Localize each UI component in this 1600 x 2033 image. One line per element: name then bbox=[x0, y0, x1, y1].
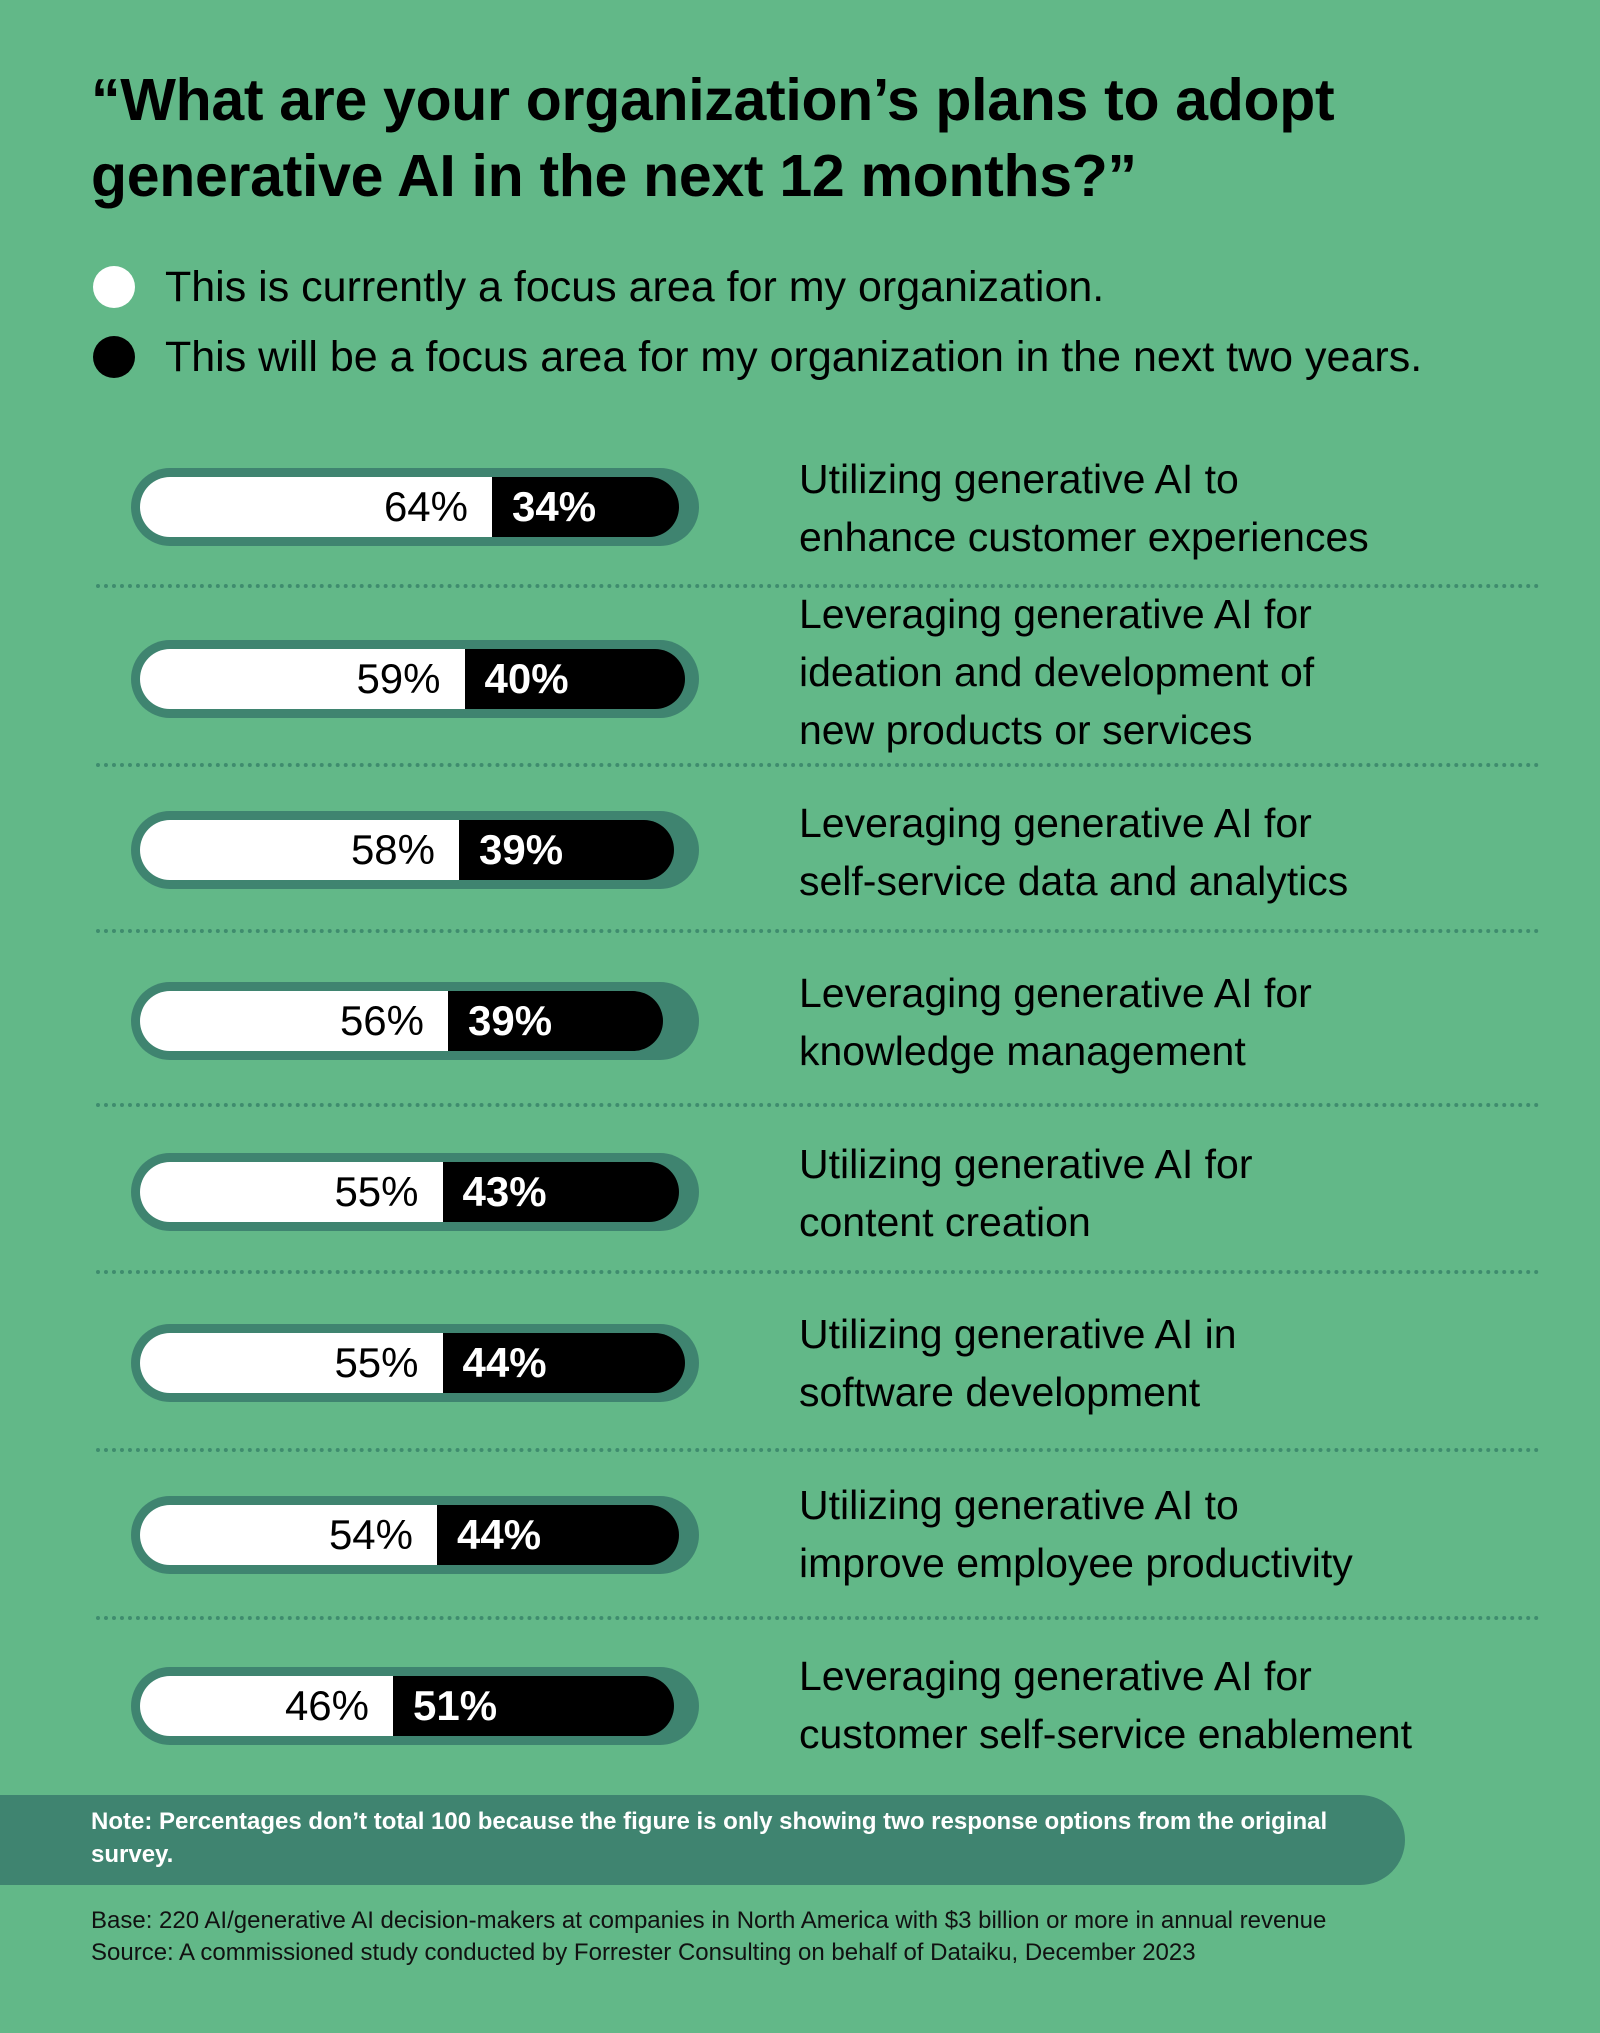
category-label: Leveraging generative AI for ideation an… bbox=[799, 591, 1315, 753]
bar-current: 46% bbox=[140, 1676, 393, 1736]
value-label-next-two-years: 44% bbox=[462, 1339, 547, 1386]
value-label-next-two-years: 40% bbox=[484, 655, 569, 702]
bar-current: 58% bbox=[140, 820, 459, 880]
bar-current: 55% bbox=[140, 1162, 443, 1222]
value-label-next-two-years: 43% bbox=[462, 1168, 547, 1215]
footer: Base: 220 AI/generative AI decision-make… bbox=[91, 1905, 1551, 1969]
base-text: Base: 220 AI/generative AI decision-make… bbox=[91, 1907, 1327, 1934]
category-label: Leveraging generative AI for knowledge m… bbox=[799, 970, 1312, 1074]
bar-next-two-years: 44% bbox=[437, 1505, 679, 1565]
value-label-current: 64% bbox=[383, 483, 468, 530]
row-divider bbox=[96, 929, 1540, 933]
value-label-next-two-years: 44% bbox=[457, 1511, 542, 1558]
bar-current: 54% bbox=[140, 1505, 437, 1565]
category-label: Utilizing generative AI in software deve… bbox=[799, 1311, 1237, 1415]
bar-track: 54% 44% bbox=[131, 1496, 699, 1574]
legend-swatch-white bbox=[93, 266, 135, 308]
value-label-next-two-years: 39% bbox=[468, 997, 553, 1044]
category-label: Leveraging generative AI for self-servic… bbox=[799, 800, 1349, 904]
bar-current: 59% bbox=[140, 649, 465, 709]
category-label: Utilizing generative AI to improve emplo… bbox=[799, 1482, 1353, 1586]
row-divider bbox=[96, 1616, 1540, 1620]
bar-next-two-years: 40% bbox=[464, 649, 685, 709]
bar-next-two-years: 43% bbox=[442, 1162, 679, 1222]
bar-track: 64% 34% bbox=[131, 468, 699, 546]
bar-track: 56% 39% bbox=[131, 982, 699, 1060]
value-label-current: 58% bbox=[350, 826, 435, 873]
bar-next-two-years: 44% bbox=[442, 1333, 685, 1393]
note-text: Note: Percentages don’t total 100 becaus… bbox=[91, 1808, 1328, 1868]
category-label: Leveraging generative AI for customer se… bbox=[799, 1653, 1412, 1757]
legend-label-current: This is currently a focus area for my or… bbox=[165, 262, 1105, 311]
value-label-current: 55% bbox=[334, 1168, 419, 1215]
category-label: Utilizing generative AI to enhance custo… bbox=[799, 456, 1369, 560]
legend-label-next-two-years: This will be a focus area for my organiz… bbox=[165, 332, 1423, 381]
value-label-current: 46% bbox=[284, 1682, 369, 1729]
source-text: Source: A commissioned study conducted b… bbox=[91, 1939, 1196, 1966]
bar-track: 59% 40% bbox=[131, 640, 699, 718]
row-divider bbox=[96, 584, 1540, 588]
value-label-current: 56% bbox=[339, 997, 424, 1044]
value-label-next-two-years: 39% bbox=[479, 826, 564, 873]
row-divider bbox=[96, 763, 1540, 767]
value-label-next-two-years: 51% bbox=[413, 1682, 498, 1729]
bar-track: 58% 39% bbox=[131, 811, 699, 889]
value-label-current: 59% bbox=[356, 655, 441, 702]
value-label-current: 54% bbox=[328, 1511, 413, 1558]
row-divider bbox=[96, 1448, 1540, 1452]
row-divider bbox=[96, 1103, 1540, 1107]
legend-item-next-two-years: This will be a focus area for my organiz… bbox=[93, 332, 1422, 382]
legend-swatch-black bbox=[93, 336, 135, 378]
bar-current: 64% bbox=[140, 477, 492, 537]
category-label: Utilizing generative AI for content crea… bbox=[799, 1141, 1253, 1245]
note-band: Note: Percentages don’t total 100 becaus… bbox=[0, 1795, 1405, 1885]
chart-title: “What are your organization’s plans to a… bbox=[91, 67, 1335, 209]
bar-next-two-years: 39% bbox=[448, 991, 663, 1051]
bar-track: 46% 51% bbox=[131, 1667, 699, 1745]
bar-track: 55% 43% bbox=[131, 1153, 699, 1231]
legend-item-current: This is currently a focus area for my or… bbox=[93, 262, 1104, 312]
value-label-current: 55% bbox=[334, 1339, 419, 1386]
value-label-next-two-years: 34% bbox=[512, 483, 597, 530]
bar-track: 55% 44% bbox=[131, 1324, 699, 1402]
bar-next-two-years: 34% bbox=[492, 477, 679, 537]
bar-next-two-years: 51% bbox=[393, 1676, 674, 1736]
bar-current: 55% bbox=[140, 1333, 443, 1393]
bar-next-two-years: 39% bbox=[459, 820, 674, 880]
row-divider bbox=[96, 1270, 1540, 1274]
bar-current: 56% bbox=[140, 991, 448, 1051]
